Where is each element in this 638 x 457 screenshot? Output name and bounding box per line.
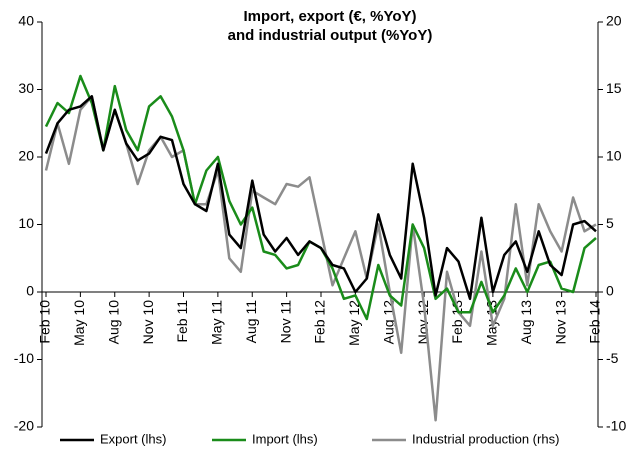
x-tick-label: Nov 10: [140, 300, 156, 345]
line: [44, 95, 597, 301]
y2-tick-label: -5: [606, 350, 619, 366]
x-tick-label: Aug 13: [518, 300, 534, 345]
x-tick-label: Nov 13: [552, 300, 568, 345]
x-tick-label: Feb 14: [587, 300, 603, 344]
y-tick-label: 10: [18, 215, 34, 231]
x-tick-label: May 12: [346, 300, 362, 346]
y2-tick-label: -10: [606, 418, 626, 434]
x-tick-label: May 10: [71, 300, 87, 346]
y2-tick-label: 5: [606, 215, 614, 231]
x-tick-label: Nov 11: [277, 300, 293, 344]
y2-tick-label: 0: [606, 283, 614, 299]
x-tick-label: Aug 11: [243, 300, 259, 344]
x-tick-label: Feb 13: [449, 300, 465, 344]
x-tick-label: Feb 12: [312, 300, 328, 344]
x-tick-label: May 11: [209, 300, 225, 345]
y-tick-label: -20: [14, 418, 34, 434]
y-tick-label: -10: [14, 350, 34, 366]
y2-tick-label: 20: [606, 13, 622, 29]
x-tick-label: Feb 11: [174, 300, 190, 343]
x-tick-label: Feb 10: [37, 300, 53, 344]
x-tick-label: Aug 10: [105, 300, 121, 345]
y2-tick-label: 15: [606, 80, 622, 96]
y-tick-label: 30: [18, 80, 34, 96]
y-tick-label: 0: [26, 283, 34, 299]
legend-label: Industrial production (rhs): [412, 431, 559, 446]
legend-label: Import (lhs): [252, 431, 318, 446]
legend-label: Export (lhs): [100, 431, 166, 446]
y2-tick-label: 10: [606, 148, 622, 164]
y-tick-label: 40: [18, 13, 34, 29]
line: [44, 74, 597, 321]
chart-subtitle: and industrial output (%YoY): [228, 27, 433, 44]
x-tick-label: Aug 12: [380, 300, 396, 345]
line: [44, 95, 597, 422]
y-tick-label: 20: [18, 148, 34, 164]
chart-title: Import, export (€, %YoY): [243, 8, 416, 25]
